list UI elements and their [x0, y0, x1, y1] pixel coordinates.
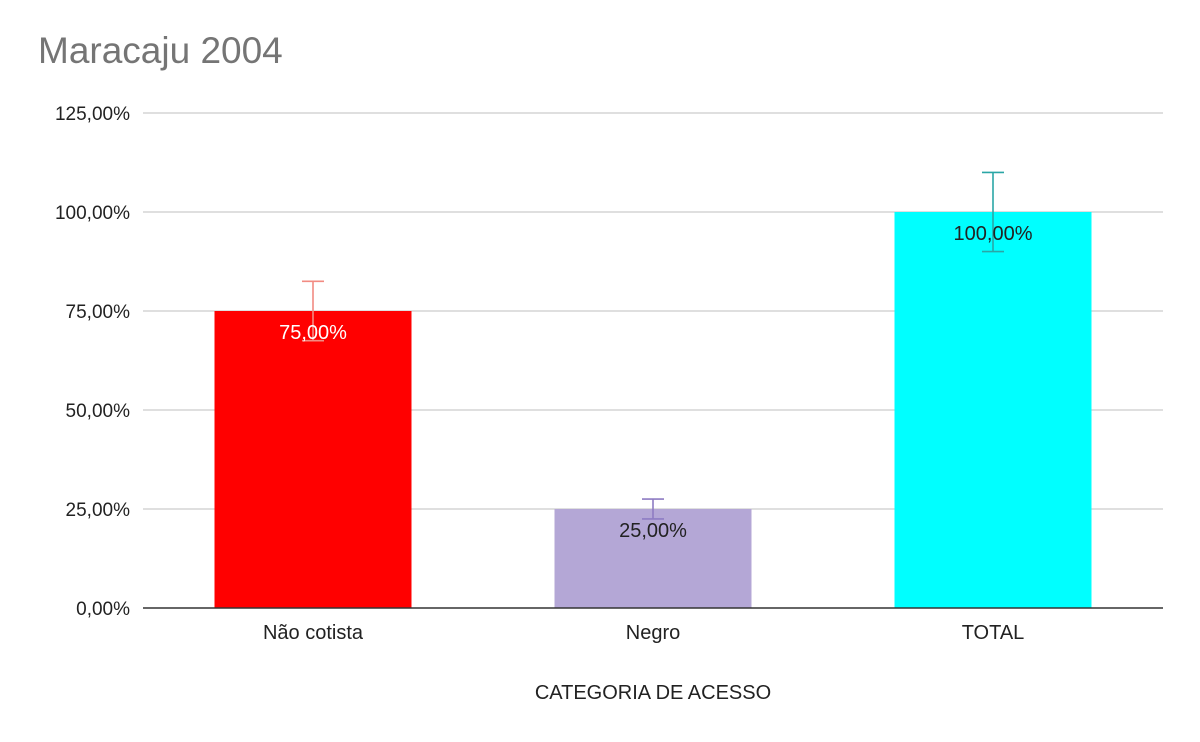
- x-axis-ticks: Não cotista Negro TOTAL: [263, 622, 1024, 644]
- y-tick-label: 75,00%: [66, 302, 131, 323]
- data-label: 100,00%: [954, 223, 1033, 245]
- bars: [214, 212, 1092, 608]
- x-axis-title: CATEGORIA DE ACESSO: [535, 682, 771, 704]
- y-tick-label: 100,00%: [55, 203, 130, 224]
- data-label: 75,00%: [279, 322, 347, 344]
- bar: [214, 311, 412, 608]
- y-axis-ticks: 0,00% 25,00% 50,00% 75,00% 100,00% 125,00%: [55, 104, 130, 620]
- bar: [894, 212, 1092, 608]
- y-tick-label: 0,00%: [76, 599, 130, 620]
- x-tick-label: Negro: [626, 622, 680, 644]
- data-labels: 75,00% 25,00% 100,00%: [279, 223, 1033, 542]
- chart-title: Maracaju 2004: [38, 30, 283, 71]
- y-tick-label: 25,00%: [66, 500, 131, 521]
- y-tick-label: 50,00%: [66, 401, 131, 422]
- x-tick-label: Não cotista: [263, 622, 364, 644]
- data-label: 25,00%: [619, 520, 687, 542]
- error-bars: [302, 171, 1004, 520]
- bar: [554, 509, 752, 608]
- x-tick-label: TOTAL: [962, 622, 1025, 644]
- y-tick-label: 125,00%: [55, 104, 130, 125]
